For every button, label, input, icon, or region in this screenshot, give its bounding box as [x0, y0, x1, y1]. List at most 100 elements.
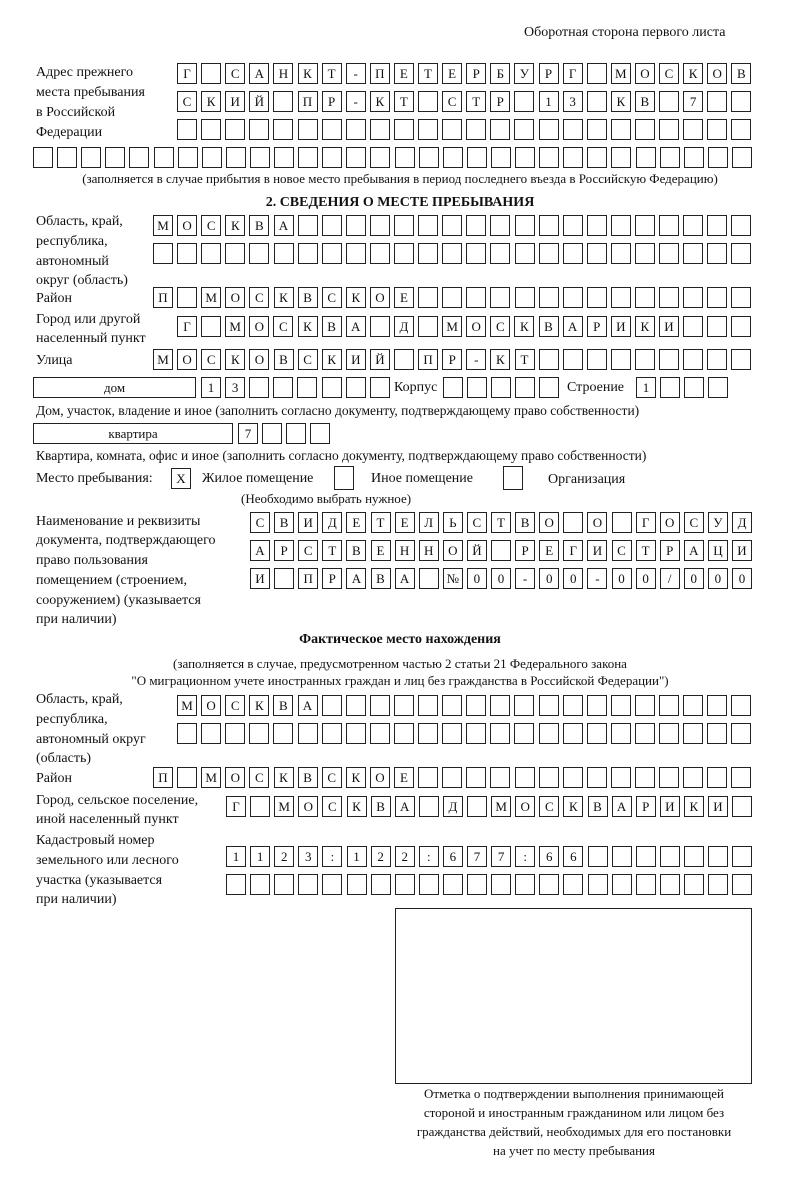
letter-cell[interactable]: С	[466, 512, 487, 533]
letter-cell[interactable]: 0	[611, 568, 632, 589]
letter-cell[interactable]	[262, 423, 283, 444]
letter-cell[interactable]: О	[634, 63, 655, 84]
letter-cell[interactable]: Б	[490, 63, 511, 84]
letter-cell[interactable]	[610, 287, 631, 308]
letter-cell[interactable]: У	[514, 63, 535, 84]
letter-cell[interactable]: Р	[586, 316, 607, 337]
letter-cell[interactable]: М	[153, 215, 173, 236]
letter-cell[interactable]	[345, 243, 366, 264]
letter-cell[interactable]	[708, 377, 729, 398]
letter-cell[interactable]: И	[732, 540, 752, 561]
letter-cell[interactable]	[466, 287, 487, 308]
letter-cell[interactable]: :	[515, 846, 536, 867]
letter-cell[interactable]: Е	[539, 540, 560, 561]
letter-cell[interactable]	[707, 349, 728, 370]
letter-cell[interactable]	[707, 316, 728, 337]
letter-cell[interactable]	[418, 695, 438, 716]
letter-cell[interactable]	[466, 243, 487, 264]
letter-cell[interactable]	[274, 568, 295, 589]
letter-cell[interactable]	[610, 349, 631, 370]
letter-cell[interactable]	[345, 377, 366, 398]
letter-cell[interactable]	[369, 723, 390, 744]
letter-cell[interactable]: 1	[538, 91, 559, 112]
letter-cell[interactable]	[514, 91, 535, 112]
letter-cell[interactable]	[707, 767, 728, 788]
letter-cell[interactable]: И	[298, 512, 319, 533]
letter-cell[interactable]: Е	[442, 63, 463, 84]
letter-cell[interactable]	[659, 287, 680, 308]
letter-cell[interactable]: А	[394, 796, 415, 817]
letter-cell[interactable]	[442, 119, 463, 140]
letter-cell[interactable]: С	[539, 796, 560, 817]
letter-cell[interactable]: Й	[249, 91, 270, 112]
letter-cell[interactable]: 2	[370, 846, 391, 867]
letter-cell[interactable]: С	[322, 796, 343, 817]
letter-cell[interactable]	[394, 243, 414, 264]
letter-cell[interactable]: Р	[322, 568, 343, 589]
letter-cell[interactable]	[635, 349, 655, 370]
letter-cell[interactable]	[539, 874, 560, 895]
letter-cell[interactable]	[466, 119, 487, 140]
letter-cell[interactable]	[369, 695, 390, 716]
letter-cell[interactable]: С	[659, 63, 679, 84]
letter-cell[interactable]	[442, 723, 463, 744]
letter-cell[interactable]: Д	[393, 316, 414, 337]
letter-cell[interactable]	[346, 874, 367, 895]
letter-cell[interactable]	[562, 215, 583, 236]
letter-cell[interactable]: О	[539, 512, 560, 533]
letter-cell[interactable]	[443, 377, 463, 398]
letter-cell[interactable]: А	[250, 540, 270, 561]
letter-cell[interactable]: К	[346, 796, 367, 817]
letter-cell[interactable]	[394, 349, 414, 370]
letter-cell[interactable]: В	[346, 540, 367, 561]
letter-cell[interactable]: Т	[370, 512, 391, 533]
letter-cell[interactable]	[610, 215, 631, 236]
letter-cell[interactable]: 3	[562, 91, 583, 112]
letter-cell[interactable]: О	[369, 287, 390, 308]
letter-cell[interactable]	[466, 147, 487, 168]
letter-cell[interactable]: В	[274, 512, 295, 533]
letter-cell[interactable]: 0	[707, 568, 728, 589]
letter-cell[interactable]: Г	[226, 796, 246, 817]
letter-cell[interactable]	[683, 695, 704, 716]
letter-cell[interactable]: 1	[346, 846, 367, 867]
letter-cell[interactable]: Е	[394, 512, 415, 533]
letter-cell[interactable]	[634, 695, 655, 716]
letter-cell[interactable]	[345, 119, 366, 140]
letter-cell[interactable]: Г	[562, 63, 583, 84]
letter-cell[interactable]: О	[249, 349, 270, 370]
letter-cell[interactable]: Г	[635, 512, 656, 533]
letter-cell[interactable]	[346, 147, 367, 168]
letter-cell[interactable]	[297, 377, 318, 398]
letter-cell[interactable]	[586, 349, 607, 370]
apartment-type-field[interactable]: квартира	[33, 423, 233, 444]
letter-cell[interactable]: А	[297, 695, 318, 716]
letter-cell[interactable]	[321, 215, 342, 236]
letter-cell[interactable]	[418, 287, 439, 308]
letter-cell[interactable]: И	[659, 316, 679, 337]
letter-cell[interactable]: С	[273, 316, 294, 337]
letter-cell[interactable]: М	[177, 695, 197, 716]
letter-cell[interactable]	[297, 215, 318, 236]
letter-cell[interactable]: Е	[346, 512, 367, 533]
letter-cell[interactable]: К	[297, 316, 318, 337]
letter-cell[interactable]	[467, 874, 487, 895]
letter-cell[interactable]: С	[250, 512, 270, 533]
letter-cell[interactable]	[515, 147, 535, 168]
letter-cell[interactable]: К	[610, 91, 631, 112]
letter-cell[interactable]	[514, 119, 535, 140]
letter-cell[interactable]	[201, 147, 222, 168]
letter-cell[interactable]	[587, 147, 608, 168]
letter-cell[interactable]: 0	[683, 568, 704, 589]
letter-cell[interactable]	[708, 846, 728, 867]
letter-cell[interactable]: О	[442, 540, 463, 561]
letter-cell[interactable]	[418, 119, 438, 140]
letter-cell[interactable]	[490, 119, 511, 140]
letter-cell[interactable]	[250, 796, 271, 817]
letter-cell[interactable]: 6	[442, 846, 463, 867]
letter-cell[interactable]: К	[297, 63, 318, 84]
letter-cell[interactable]	[201, 119, 222, 140]
letter-cell[interactable]	[369, 119, 390, 140]
letter-cell[interactable]: А	[249, 63, 270, 84]
letter-cell[interactable]	[442, 243, 463, 264]
